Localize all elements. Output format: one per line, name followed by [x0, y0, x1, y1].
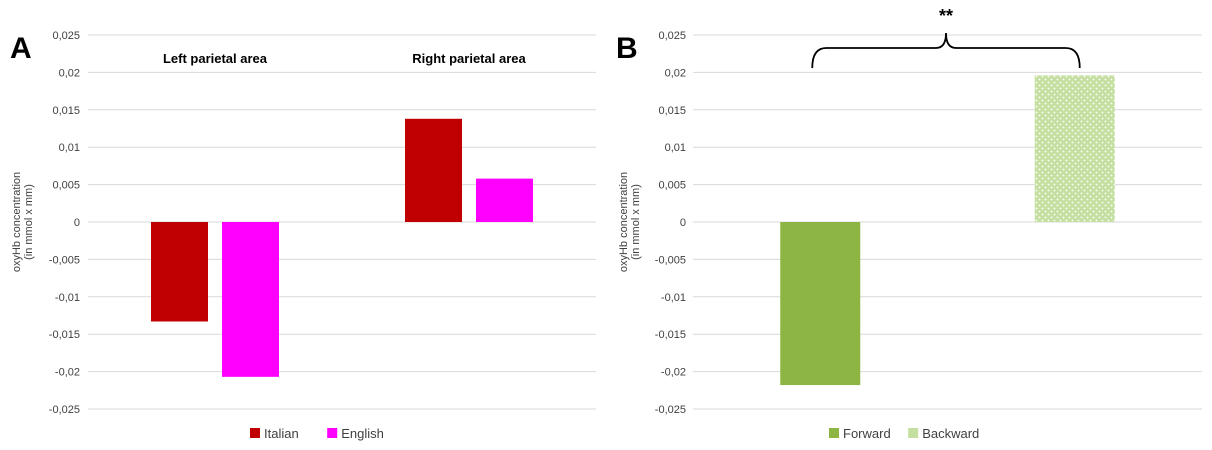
chart-a-y-tick-label: 0,005 [52, 180, 80, 192]
chart-a-bar-italian-1 [151, 222, 208, 322]
chart-b-significance-bracket [811, 32, 1081, 69]
chart-b-y-tick-label: -0,005 [655, 254, 686, 266]
chart-b-legend-swatch-forward [829, 428, 839, 438]
chart-b-y-axis-label: (in mmol x mm) [630, 184, 642, 260]
chart-b-y-tick-label: 0 [680, 217, 686, 229]
chart-b-y-tick-label: 0,025 [658, 30, 686, 42]
chart-b-y-tick-label: -0,025 [655, 404, 686, 416]
chart-a-y-axis-label: oxyHb concentration [11, 172, 23, 272]
chart-b-y-tick-label: 0,015 [658, 105, 686, 117]
chart-a-legend-swatch-italian [250, 428, 260, 438]
chart-b-y-tick-label: -0,015 [655, 329, 686, 341]
chart-a-y-tick-label: 0,025 [52, 30, 80, 42]
chart-a-legend-swatch-english [327, 428, 338, 438]
chart-a-y-tick-label: 0,02 [59, 67, 80, 79]
chart-b-legend-label: Backward [922, 426, 979, 441]
chart-b-significance-label: ** [939, 6, 953, 26]
chart-a-y-tick-label: -0,015 [49, 329, 80, 341]
chart-a-y-tick-label: 0,01 [59, 142, 80, 154]
chart-a-bar-english-1 [222, 222, 279, 377]
chart-b-bar-forward [780, 222, 861, 386]
panel-letter-b: B [616, 32, 638, 65]
chart-b-y-tick-label: 0,005 [658, 180, 686, 192]
chart-b-legend-label: Forward [843, 426, 891, 441]
chart-a-y-tick-label: -0,01 [55, 292, 80, 304]
chart-a-y-tick-label: -0,025 [49, 404, 80, 416]
chart-a-category-label: Right parietal area [412, 51, 526, 66]
chart-a-legend-label: English [341, 426, 384, 441]
chart-a-bar-english-2 [476, 178, 533, 222]
chart-a-y-tick-label: 0 [74, 217, 80, 229]
chart-b-legend-swatch-backward [908, 428, 919, 438]
chart-a-y-tick-label: -0,02 [55, 367, 80, 379]
chart-a-bar-italian-2 [405, 118, 462, 222]
chart-a-legend-label: Italian [264, 426, 299, 441]
chart-a-category-label: Left parietal area [163, 51, 268, 66]
chart-b-y-tick-label: -0,01 [661, 292, 686, 304]
chart-a-y-tick-label: -0,005 [49, 254, 80, 266]
chart-b-y-tick-label: -0,02 [661, 367, 686, 379]
chart-b-y-tick-label: 0,02 [665, 67, 686, 79]
chart-a-y-tick-label: 0,015 [52, 105, 80, 117]
panel-letter-a: A [10, 32, 32, 65]
chart-a-y-axis-label: (in mmol x mm) [23, 184, 35, 260]
chart-b-bar-backward [1034, 75, 1115, 222]
chart-b-y-axis-label: oxyHb concentration [618, 172, 630, 272]
chart-b-y-tick-label: 0,01 [665, 142, 686, 154]
